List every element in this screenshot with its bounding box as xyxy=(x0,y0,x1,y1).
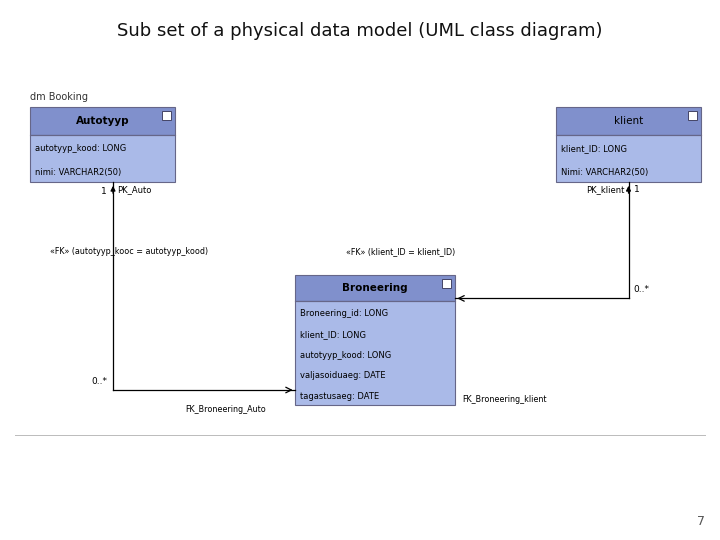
Text: autotyyp_kood: LONG: autotyyp_kood: LONG xyxy=(300,350,391,360)
Text: Broneering: Broneering xyxy=(342,283,408,293)
Bar xyxy=(162,111,171,120)
Text: «FK» (autotyyp_kooc = autotyyp_kood): «FK» (autotyyp_kooc = autotyyp_kood) xyxy=(50,247,208,256)
Bar xyxy=(556,107,701,135)
Text: Sub set of a physical data model (UML class diagram): Sub set of a physical data model (UML cl… xyxy=(117,22,603,40)
Bar xyxy=(295,301,455,405)
Bar xyxy=(442,279,451,288)
Text: 7: 7 xyxy=(697,515,705,528)
Text: klient: klient xyxy=(614,116,643,126)
Text: klient_ID: LONG: klient_ID: LONG xyxy=(561,144,627,153)
Text: Autotyyp: Autotyyp xyxy=(76,116,130,126)
Text: dm Booking: dm Booking xyxy=(30,92,88,102)
Text: autotyyp_kood: LONG: autotyyp_kood: LONG xyxy=(35,144,126,153)
Text: klient_ID: LONG: klient_ID: LONG xyxy=(300,330,366,339)
Text: nimi: VARCHAR2(50): nimi: VARCHAR2(50) xyxy=(35,168,121,177)
Text: tagastusaeg: DATE: tagastusaeg: DATE xyxy=(300,392,379,401)
Bar xyxy=(295,275,455,301)
Text: FK_Broneering_klient: FK_Broneering_klient xyxy=(462,395,546,404)
Text: PK_Auto: PK_Auto xyxy=(117,185,151,194)
Text: Broneering_id: LONG: Broneering_id: LONG xyxy=(300,309,388,318)
Bar xyxy=(30,107,175,135)
Bar xyxy=(556,135,701,182)
Text: 1: 1 xyxy=(102,187,107,196)
Text: 1: 1 xyxy=(634,185,639,194)
Text: valjasoiduaeg: DATE: valjasoiduaeg: DATE xyxy=(300,372,385,380)
Text: 0..*: 0..* xyxy=(91,377,107,386)
Text: 0..*: 0..* xyxy=(634,286,649,294)
Text: FK_Broneering_Auto: FK_Broneering_Auto xyxy=(185,405,266,414)
Text: PK_klient: PK_klient xyxy=(586,185,624,194)
Text: «FK» (klient_ID = klient_ID): «FK» (klient_ID = klient_ID) xyxy=(346,247,455,256)
Bar xyxy=(30,135,175,182)
Bar xyxy=(688,111,697,120)
Text: Nimi: VARCHAR2(50): Nimi: VARCHAR2(50) xyxy=(561,168,648,177)
